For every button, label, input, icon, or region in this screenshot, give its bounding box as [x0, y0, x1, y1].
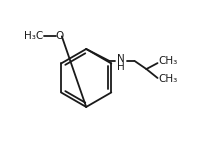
Text: CH₃: CH₃	[158, 74, 178, 84]
Text: H₃C: H₃C	[24, 31, 43, 41]
Text: H: H	[117, 62, 125, 72]
Text: N: N	[117, 54, 125, 64]
Text: O: O	[55, 31, 63, 41]
Text: CH₃: CH₃	[158, 56, 178, 66]
